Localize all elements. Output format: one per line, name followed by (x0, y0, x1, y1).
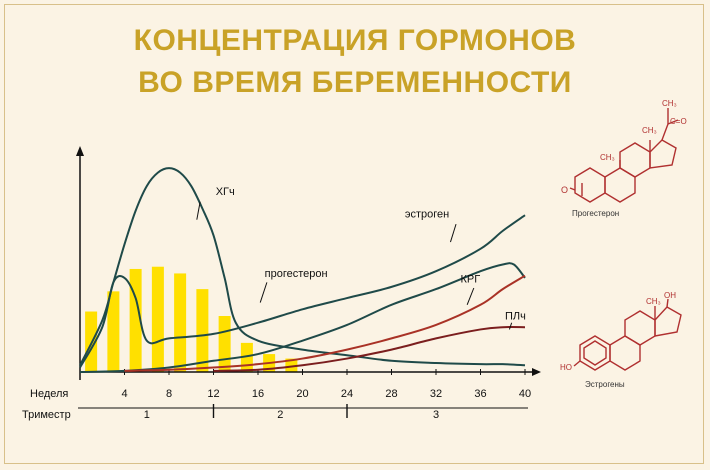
bars-layer (85, 266, 298, 372)
series-leader-hpl (508, 322, 513, 330)
x-axis-arrow (532, 368, 541, 376)
series-line-hcg (79, 167, 526, 367)
lines-layer (79, 167, 526, 373)
series-leader-progesterone (259, 282, 268, 303)
series-label-hcg: ХГч (216, 186, 235, 198)
bar-2 (107, 291, 120, 372)
estrogen-label-oh: OH (664, 291, 676, 300)
progesterone-label-ch3-left: CH₃ (600, 153, 615, 162)
series-line-hpl (213, 326, 526, 372)
x-tick-label-40: 40 (519, 388, 531, 400)
trimester-3: 3 (433, 409, 439, 421)
estrogen-formula (573, 298, 682, 371)
y-axis-arrow (76, 146, 84, 156)
bar-3 (129, 268, 142, 372)
x-tick-label-32: 32 (430, 388, 442, 400)
estrogen-label-ho: HO (560, 363, 572, 372)
x-tick-label-12: 12 (207, 388, 219, 400)
x-tick-label-4: 4 (121, 388, 127, 400)
estrogen-caption: Эстрогены (585, 380, 625, 389)
progesterone-label-ch3-top: CH₃ (662, 99, 677, 108)
progesterone-formula (569, 108, 679, 203)
page-frame (4, 4, 704, 464)
trimester-label: Триместр (22, 409, 71, 421)
title-line-2: ВО ВРЕМЯ БЕРЕМЕННОСТИ (138, 66, 572, 99)
series-leader-crh (466, 287, 475, 305)
progesterone-label-o: O (561, 185, 568, 195)
series-label-estrogen: эстроген (405, 208, 449, 220)
bar-5 (174, 273, 187, 372)
title-line-1: КОНЦЕНТРАЦИЯ ГОРМОНОВ (133, 24, 577, 57)
labels-layer: ХГч прогестерон эстроген КРГ ПЛч (196, 186, 526, 330)
bar-7 (218, 316, 231, 372)
x-tick-label-24: 24 (341, 388, 353, 400)
series-leader-estrogen (449, 224, 457, 243)
progesterone-caption: Прогестерон (572, 209, 619, 218)
x-tick-label-36: 36 (474, 388, 486, 400)
bar-6 (196, 289, 209, 372)
series-line-crh (124, 274, 526, 372)
x-tick-label-16: 16 (252, 388, 264, 400)
series-label-crh: КРГ (460, 273, 480, 285)
estrogen-label-ch3: CH₃ (646, 297, 661, 306)
bar-4 (151, 266, 164, 372)
bar-10 (285, 358, 298, 372)
x-tick-label-8: 8 (166, 388, 172, 400)
x-tick-label-20: 20 (296, 388, 308, 400)
progesterone-label-co: C=O (670, 117, 687, 126)
trimester-1: 1 (144, 409, 150, 421)
series-line-estrogen (79, 262, 526, 373)
x-tick-label-28: 28 (385, 388, 397, 400)
progesterone-label-ch3-mid: CH₃ (642, 126, 657, 135)
trimester-2: 2 (277, 409, 283, 421)
series-line-progesterone (79, 214, 526, 369)
series-label-hpl: ПЛч (505, 310, 526, 322)
x-axis-label: Неделя (30, 388, 68, 400)
series-leader-hcg (196, 201, 201, 220)
series-label-progesterone: прогестерон (265, 268, 328, 280)
